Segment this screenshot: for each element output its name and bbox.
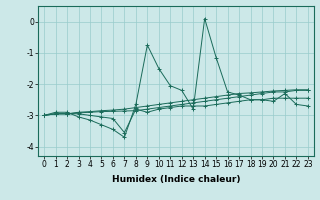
X-axis label: Humidex (Indice chaleur): Humidex (Indice chaleur) [112, 175, 240, 184]
